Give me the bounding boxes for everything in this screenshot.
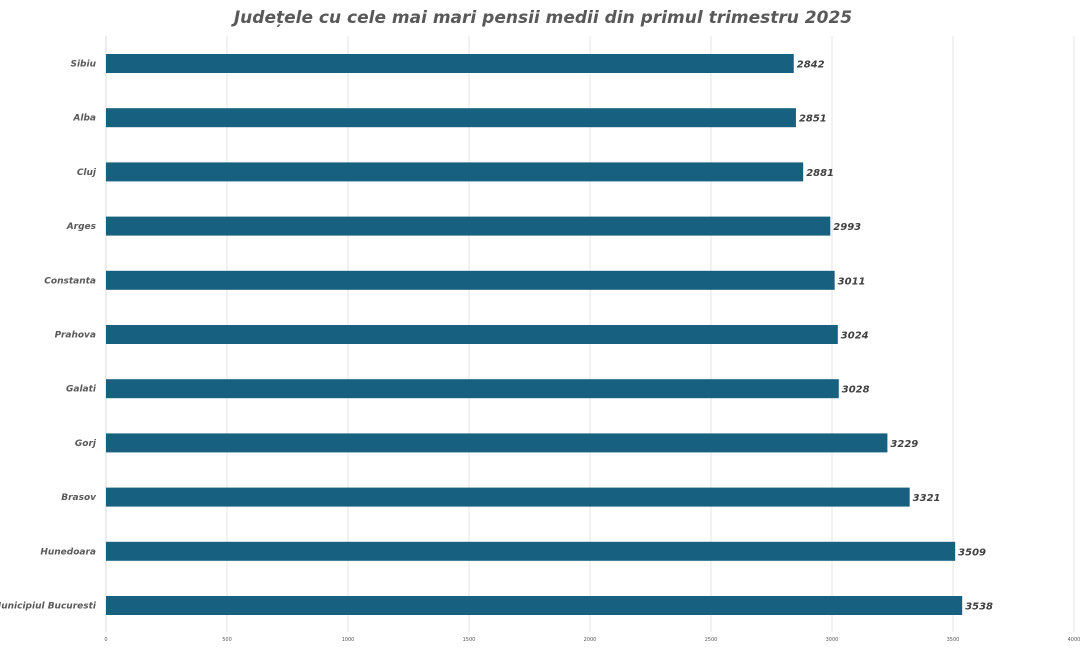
x-tick-label-500: 500	[222, 637, 232, 643]
category-label-municipiul-bucuresti: Municipiul Bucuresti	[0, 602, 97, 612]
category-label-gorj: Gorj	[75, 439, 97, 449]
bar-galati	[106, 379, 839, 399]
bar-gorj	[106, 433, 888, 453]
category-label-alba: Alba	[72, 114, 96, 124]
category-labels: Sibiu Alba Cluj Arges Constanta Prahova Galati…	[0, 60, 97, 612]
data-label-hunedoara: 3509	[958, 547, 986, 558]
x-axis-tick-labels: 0 500 1000 1500 2000 2500 3000 3500 4000	[104, 637, 1080, 643]
data-label-constanta: 3011	[838, 276, 866, 287]
bar-cluj	[106, 162, 804, 182]
bar-arges	[106, 216, 831, 236]
x-tick-label-3000: 3000	[826, 637, 839, 643]
x-tick-label-0: 0	[104, 637, 107, 643]
category-label-brasov: Brasov	[61, 493, 97, 503]
x-tick-label-1000: 1000	[342, 637, 355, 643]
chart-title: Județele cu cele mai mari pensii medii d…	[231, 8, 852, 28]
data-label-alba: 2851	[799, 114, 827, 125]
data-label-prahova: 3024	[841, 331, 869, 342]
x-tick-label-2500: 2500	[705, 637, 718, 643]
data-label-municipiul-bucuresti: 3538	[965, 602, 993, 613]
data-label-sibiu: 2842	[797, 60, 825, 71]
data-label-gorj: 3229	[890, 439, 918, 450]
x-tick-label-1500: 1500	[463, 637, 476, 643]
category-label-constanta: Constanta	[44, 276, 96, 286]
data-label-arges: 2993	[833, 222, 861, 233]
bar-hunedoara	[106, 541, 956, 561]
bar-alba	[106, 108, 796, 128]
x-tick-label-4000: 4000	[1068, 637, 1081, 643]
bar-prahova	[106, 325, 838, 344]
category-label-hunedoara: Hunedoara	[40, 547, 96, 557]
category-label-prahova: Prahova	[55, 331, 96, 341]
data-label-brasov: 3321	[913, 493, 941, 504]
data-label-cluj: 2881	[806, 168, 834, 179]
category-label-galati: Galati	[66, 385, 97, 395]
category-label-cluj: Cluj	[77, 168, 97, 178]
category-label-arges: Arges	[66, 222, 97, 232]
x-tick-label-2000: 2000	[584, 637, 597, 643]
x-tick-label-3500: 3500	[947, 637, 960, 643]
bars	[106, 54, 963, 615]
bar-constanta	[106, 270, 835, 290]
bar-brasov	[106, 487, 910, 507]
data-label-galati: 3028	[842, 385, 870, 396]
data-labels: 2842 2851 2881 2993 3011 3024 3028 3229 3321 3509…	[797, 60, 993, 613]
bar-municipiul-bucuresti	[106, 596, 963, 615]
category-label-sibiu: Sibiu	[70, 60, 96, 70]
bar-sibiu	[106, 54, 794, 73]
